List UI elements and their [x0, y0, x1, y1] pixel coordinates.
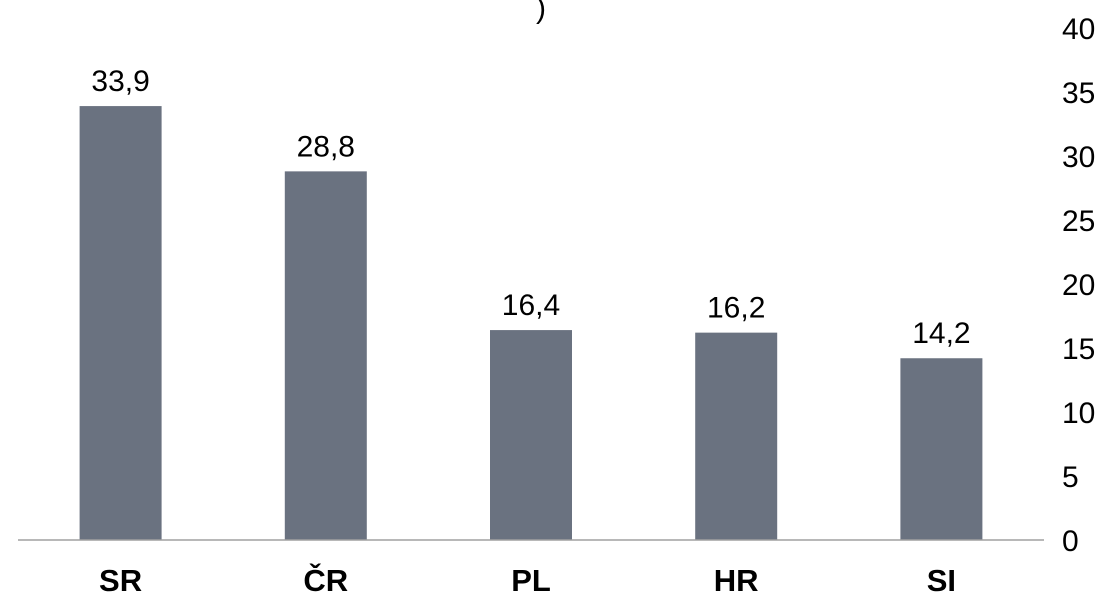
- y-tick-label-35: 35: [1062, 77, 1095, 110]
- y-tick-label-10: 10: [1062, 397, 1095, 430]
- bars-group: [79, 106, 983, 541]
- bar-SR: [79, 106, 162, 540]
- y-tick-label-30: 30: [1062, 141, 1095, 174]
- y-tick-label-0: 0: [1062, 525, 1079, 558]
- value-labels-group: 33,9 28,8 16,4 16,2 14,2: [91, 65, 970, 350]
- category-label-SI: SI: [927, 563, 956, 598]
- category-label-PL: PL: [511, 563, 551, 598]
- y-tick-label-15: 15: [1062, 333, 1095, 366]
- bar-ČR: [284, 171, 367, 541]
- y-tick-label-5: 5: [1062, 461, 1079, 494]
- category-label-ČR: ČR: [303, 562, 348, 598]
- value-label-HR: 16,2: [707, 292, 765, 325]
- value-label-SI: 14,2: [912, 317, 970, 350]
- bar-HR: [695, 332, 778, 540]
- value-label-ČR: 28,8: [297, 130, 355, 163]
- category-labels-group: SR ČR PL HR SI: [99, 562, 956, 598]
- bar-SI: [900, 358, 983, 540]
- bar-PL: [490, 330, 572, 540]
- y-tick-label-25: 25: [1062, 205, 1095, 238]
- chart-title-fragment: ): [536, 0, 546, 25]
- value-label-SR: 33,9: [91, 65, 149, 98]
- category-label-SR: SR: [99, 563, 142, 598]
- y-tick-label-20: 20: [1062, 269, 1095, 302]
- value-label-PL: 16,4: [502, 289, 560, 322]
- y-tick-labels-group: 0 5 10 15 20 25 30 35 40: [1062, 13, 1095, 558]
- category-label-HR: HR: [714, 563, 759, 598]
- y-tick-label-40: 40: [1062, 13, 1095, 46]
